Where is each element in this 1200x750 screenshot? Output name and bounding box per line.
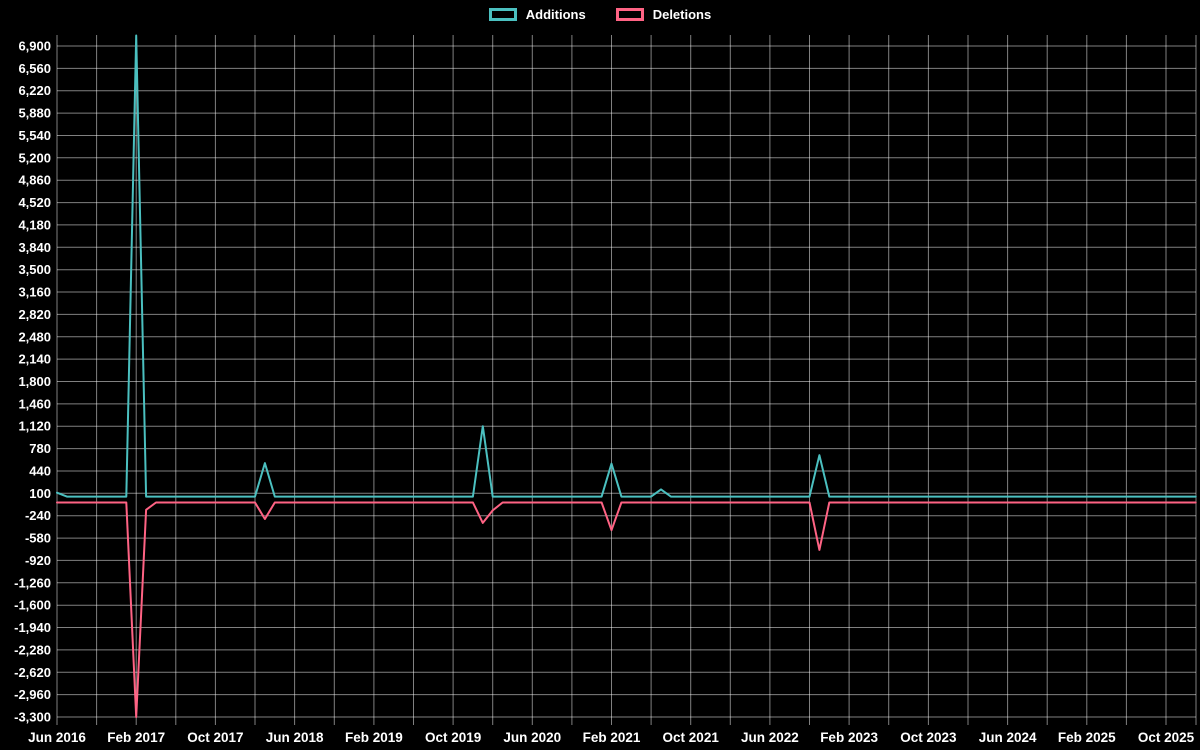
y-tick-label: -1,940 <box>14 620 51 635</box>
x-tick-label: Jun 2024 <box>979 730 1037 745</box>
additions-line <box>56 34 1197 498</box>
x-tick-label: Feb 2025 <box>1058 730 1116 745</box>
deletions-line <box>56 501 1197 718</box>
x-tick-label: Jun 2016 <box>28 730 86 745</box>
y-tick-label: 6,220 <box>18 83 51 98</box>
x-tick-label: Jun 2018 <box>266 730 324 745</box>
y-tick-label: -240 <box>25 508 51 523</box>
x-tick-label: Feb 2019 <box>345 730 403 745</box>
x-tick-label: Feb 2021 <box>583 730 641 745</box>
y-tick-label: 100 <box>29 486 51 501</box>
legend-label-deletions: Deletions <box>652 7 712 22</box>
x-tick-label: Feb 2023 <box>820 730 878 745</box>
x-tick-label: Oct 2023 <box>900 730 957 745</box>
x-tick-label: Jun 2020 <box>503 730 561 745</box>
y-tick-label: -2,960 <box>14 687 51 702</box>
y-tick-label: 1,460 <box>18 396 51 411</box>
y-tick-label: 1,800 <box>18 374 51 389</box>
y-tick-label: 3,160 <box>18 285 51 300</box>
y-tick-label: -2,620 <box>14 665 51 680</box>
y-tick-label: -1,260 <box>14 575 51 590</box>
y-tick-label: 5,200 <box>18 150 51 165</box>
y-tick-label: -1,600 <box>14 598 51 613</box>
y-tick-label: -580 <box>25 531 51 546</box>
x-tick-label: Oct 2017 <box>187 730 243 745</box>
x-tick-label: Jun 2022 <box>741 730 799 745</box>
y-tick-label: 2,140 <box>18 352 51 367</box>
legend-item-deletions[interactable]: Deletions <box>615 7 712 22</box>
y-tick-label: 4,180 <box>18 217 51 232</box>
y-tick-label: 1,120 <box>18 419 51 434</box>
y-tick-label: 3,840 <box>18 240 51 255</box>
y-tick-label: 5,880 <box>18 106 51 121</box>
y-tick-label: 2,820 <box>18 307 51 322</box>
y-tick-label: 6,560 <box>18 61 51 76</box>
x-tick-label: Oct 2019 <box>425 730 481 745</box>
deletions-swatch <box>615 8 644 21</box>
chart-legend: Additions Deletions <box>0 7 1200 22</box>
y-tick-label: -3,300 <box>14 710 51 725</box>
y-axis-labels: 6,900 6,560 6,220 5,880 5,540 5,200 4,860 4,520… <box>14 39 51 725</box>
x-tick-label: Feb 2017 <box>107 730 165 745</box>
additions-swatch <box>488 8 517 21</box>
y-tick-label: 4,860 <box>18 173 51 188</box>
y-tick-label: 3,500 <box>18 262 51 277</box>
x-tick-label: Oct 2021 <box>663 730 720 745</box>
y-tick-label: 5,540 <box>18 128 51 143</box>
x-axis-labels: Jun 2016 Feb 2017 Oct 2017 Jun 2018 Feb 2019… <box>28 730 1195 745</box>
y-tick-label: 6,900 <box>18 39 51 54</box>
y-tick-label: 440 <box>29 464 51 479</box>
legend-item-additions[interactable]: Additions <box>488 7 586 22</box>
y-tick-label: -920 <box>25 553 51 568</box>
legend-label-additions: Additions <box>525 7 586 22</box>
x-tick-label: Oct 2025 <box>1138 730 1195 745</box>
y-tick-label: 4,520 <box>18 195 51 210</box>
y-tick-label: -2,280 <box>14 642 51 657</box>
y-tick-label: 780 <box>29 441 51 456</box>
y-tick-label: 2,480 <box>18 329 51 344</box>
grid-lines <box>56 35 1197 725</box>
